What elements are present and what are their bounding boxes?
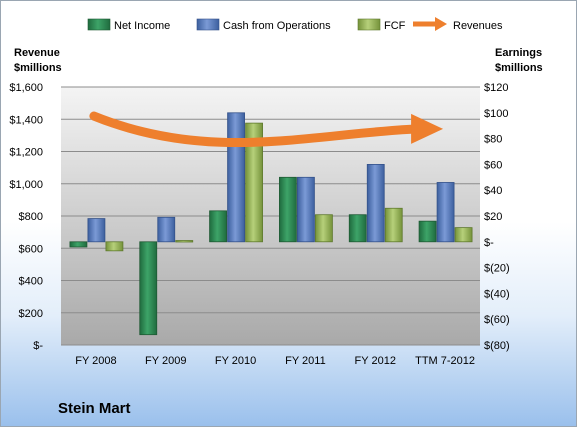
right-tick-label: $(80) [484,340,510,352]
left-tick-label: $1,600 [9,82,43,94]
left-tick-label: $1,000 [9,179,43,191]
bar-cash-from-operations [157,216,176,243]
category-label: FY 2008 [75,355,116,367]
bar-cash-from-operations [227,112,245,243]
right-tick-labels: $(80) $(60) $(40) $(20) $- $20 $40 $60 $80 $100 $1… [484,82,510,352]
right-tick-label: $120 [484,82,508,94]
category-label: FY 2010 [215,355,256,367]
left-tick-label: $800 [19,211,43,223]
legend-swatch-cash-from-operations [196,18,220,31]
left-tick-label: $400 [19,276,43,288]
right-tick-label: $20 [484,211,502,223]
bar-net-income [209,210,227,243]
right-tick-label: $100 [484,108,508,120]
bar-net-income [348,214,367,243]
left-axis-label-line1: Revenue [14,47,60,59]
bar-fcf [175,240,194,243]
bar-cash-from-operations [436,182,455,243]
bar-net-income [279,176,297,243]
legend-label-revenues: Revenues [453,20,503,32]
bar-net-income [418,220,437,243]
bar-fcf [105,241,124,252]
left-tick-labels: $- $200 $400 $600 $800 $1,000 $1,200 $1,400 $1,6… [9,82,43,352]
legend-label-fcf: FCF [384,20,406,32]
right-tick-label: $80 [484,134,502,146]
category-label: TTM 7-2012 [415,355,475,367]
legend-arrow-head-revenues [435,17,447,31]
bar-fcf [454,227,473,243]
bar-cash-from-operations [297,176,315,243]
left-tick-label: $200 [19,308,43,320]
bar-cash-from-operations [366,163,385,243]
legend-label-net-income: Net Income [114,20,170,32]
right-axis-label-line2: $millions [495,62,543,74]
left-axis-label-line2: $millions [14,62,62,74]
legend: Net Income Cash from Operations FCF Reve… [87,17,503,32]
category-labels: FY 2008 FY 2009 FY 2010 FY 2011 FY 2012 TTM 7… [75,355,475,367]
revenue-arrow [89,111,444,148]
left-tick-label: $- [33,340,43,352]
right-axis-label-line1: Earnings [495,47,542,59]
right-tick-label: $(60) [484,314,510,326]
category-label: FY 2009 [145,355,186,367]
right-tick-label: $60 [484,159,502,171]
category-label: FY 2012 [355,355,396,367]
bar-fcf [315,214,333,243]
grid [61,86,480,346]
left-tick-label: $1,400 [9,114,43,126]
bar-net-income [139,241,158,336]
chart-title: Stein Mart [58,400,131,417]
bar-fcf [245,122,263,243]
right-tick-label: $- [484,237,494,249]
bars [69,112,473,336]
right-tick-label: $40 [484,185,502,197]
revenue-arrow-head [411,113,444,144]
left-tick-label: $600 [19,243,43,255]
legend-label-cash-from-operations: Cash from Operations [223,20,331,32]
right-tick-label: $(20) [484,263,510,275]
bar-cash-from-operations [87,218,106,243]
right-tick-label: $(40) [484,288,510,300]
bar-net-income [69,241,88,248]
left-tick-label: $1,200 [9,147,43,159]
legend-swatch-fcf [357,18,381,31]
legend-swatch-net-income [87,18,111,31]
revenue-arrow-shaft [89,111,424,148]
category-label: FY 2011 [285,355,326,367]
bar-fcf [384,207,403,243]
